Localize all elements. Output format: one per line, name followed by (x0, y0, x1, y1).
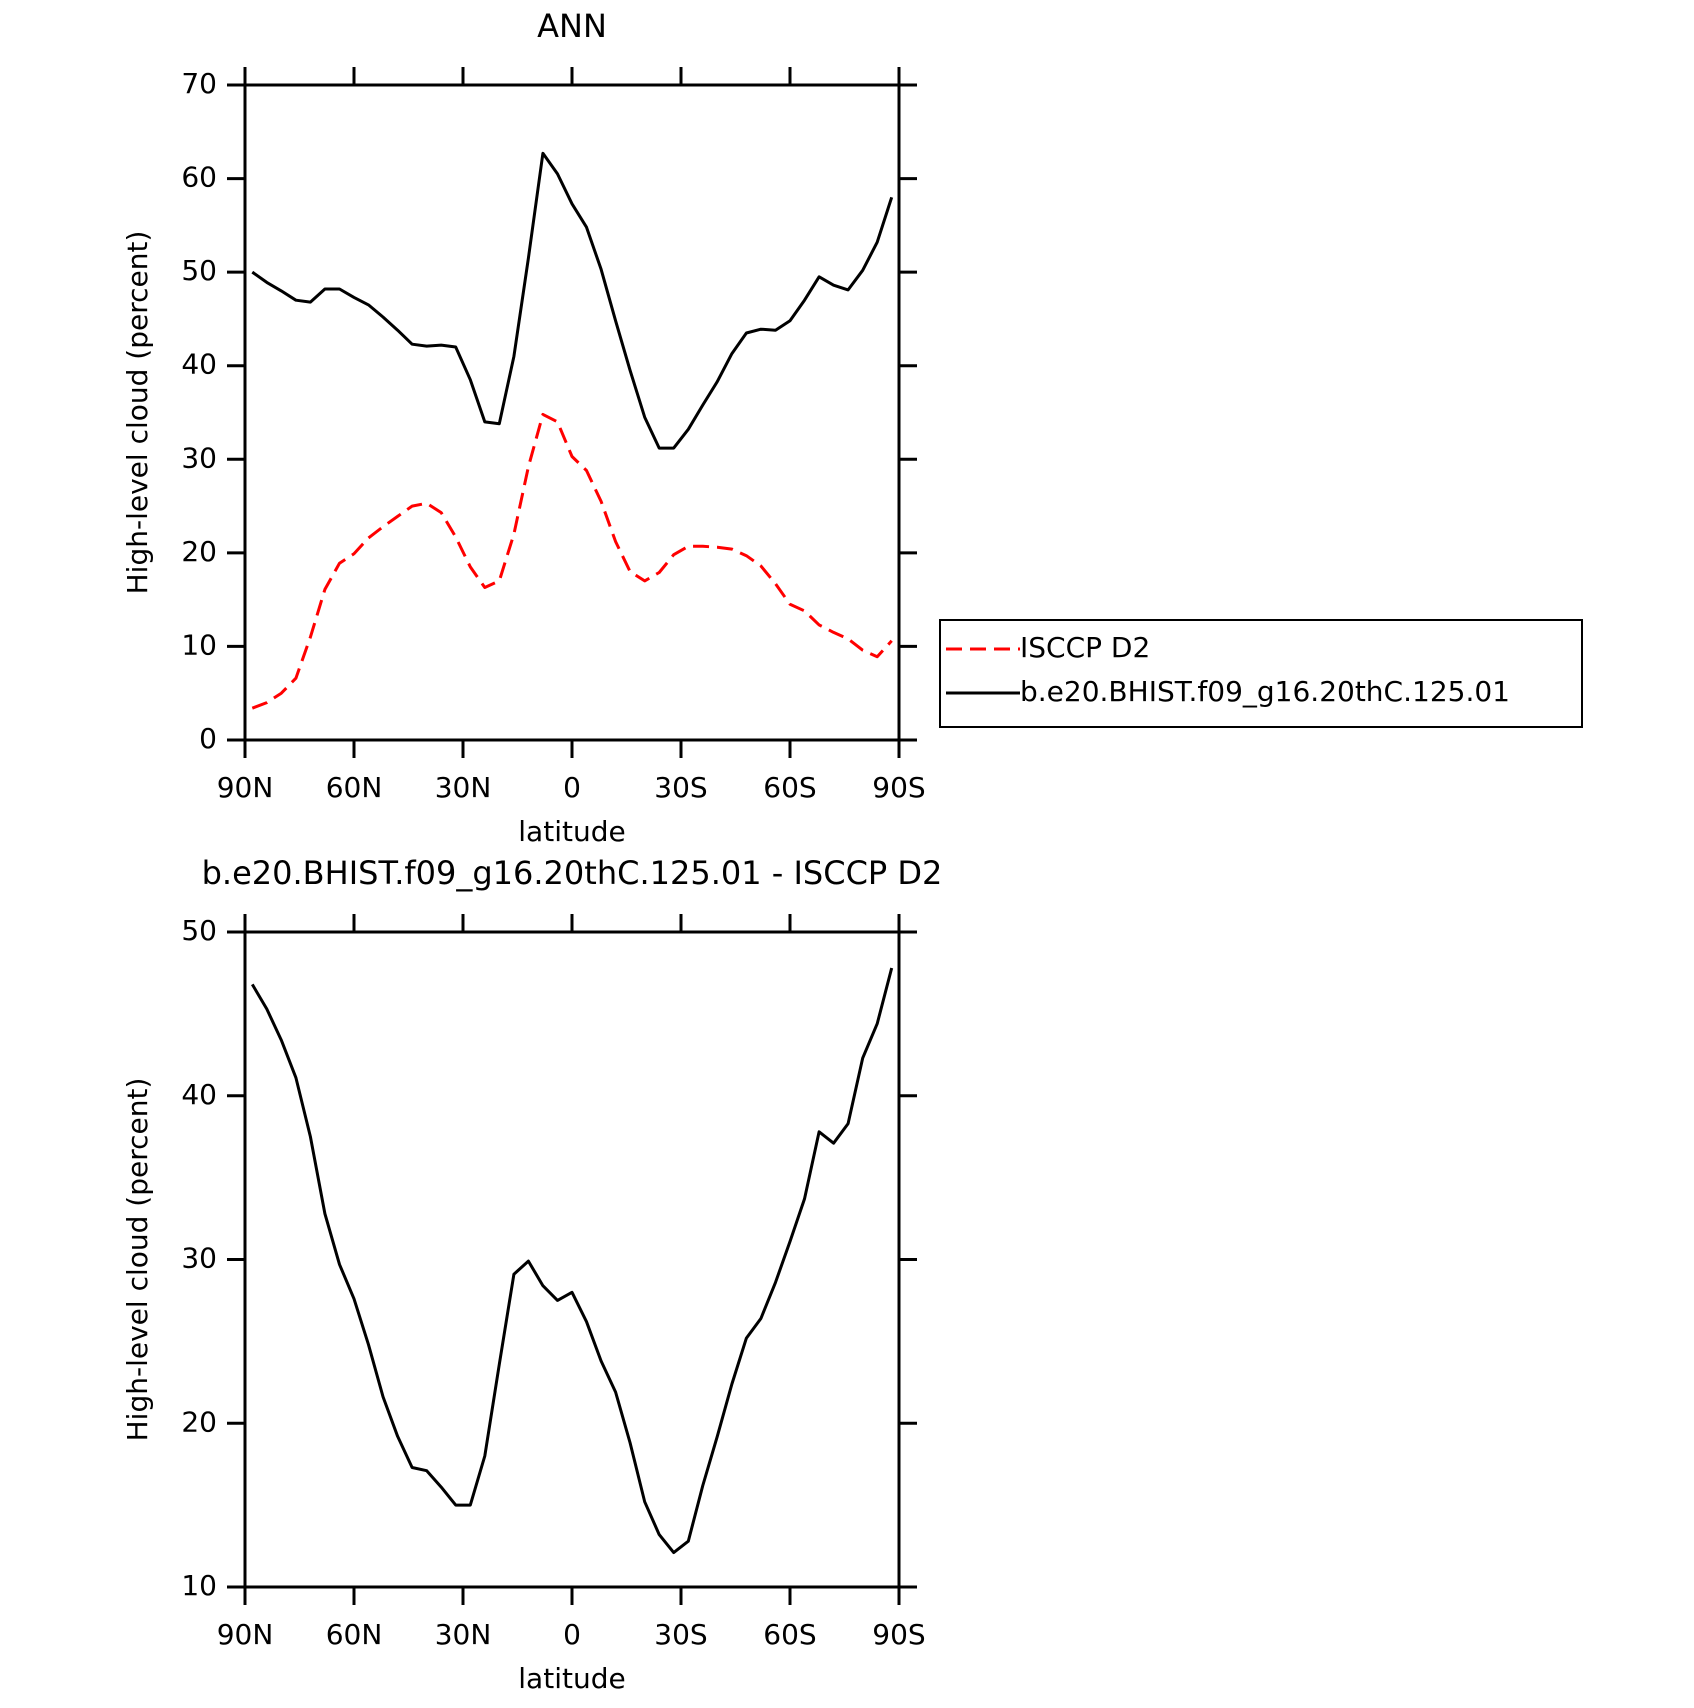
x-tick-label: 90S (872, 771, 925, 804)
y-tick-label: 10 (181, 1569, 217, 1602)
data-line (251, 967, 894, 1555)
y-tick-label: 40 (181, 348, 217, 381)
x-tick-label: 60N (326, 771, 383, 804)
legend-box (939, 619, 1583, 728)
y-tick-label: 0 (199, 722, 217, 755)
x-axis-label: latitude (518, 815, 625, 848)
data-line (251, 412, 893, 710)
y-axis-label: High-level cloud (percent) (121, 231, 154, 595)
x-tick-label: 30N (435, 771, 492, 804)
x-tick-label: 30S (654, 1618, 707, 1651)
data-line (251, 151, 894, 450)
x-tick-label: 90N (217, 1618, 274, 1651)
legend-label: b.e20.BHIST.f09_g16.20thC.125.01 (1020, 675, 1510, 708)
x-tick-label: 60S (763, 771, 816, 804)
chart-title: ANN (537, 7, 607, 45)
chart-title: b.e20.BHIST.f09_g16.20thC.125.01 - ISCCP… (202, 854, 943, 892)
y-tick-label: 20 (181, 535, 217, 568)
y-axis-label: High-level cloud (percent) (121, 1078, 154, 1442)
plot-frame (243, 83, 901, 742)
x-tick-label: 90S (872, 1618, 925, 1651)
y-tick-label: 50 (181, 914, 217, 947)
y-tick-label: 20 (181, 1405, 217, 1438)
y-tick-label: 50 (181, 254, 217, 287)
x-axis-label: latitude (518, 1662, 625, 1695)
y-tick-label: 30 (181, 441, 217, 474)
x-tick-label: 0 (563, 1618, 581, 1651)
plot-frame (243, 930, 901, 1589)
y-tick-label: 30 (181, 1242, 217, 1275)
x-tick-label: 60S (763, 1618, 816, 1651)
y-tick-label: 40 (181, 1078, 217, 1111)
y-tick-label: 70 (181, 67, 217, 100)
y-tick-label: 10 (181, 628, 217, 661)
y-tick-label: 60 (181, 161, 217, 194)
x-tick-label: 30N (435, 1618, 492, 1651)
x-tick-label: 90N (217, 771, 274, 804)
legend-label: ISCCP D2 (1020, 631, 1150, 664)
x-tick-label: 60N (326, 1618, 383, 1651)
x-tick-label: 30S (654, 771, 707, 804)
x-tick-label: 0 (563, 771, 581, 804)
